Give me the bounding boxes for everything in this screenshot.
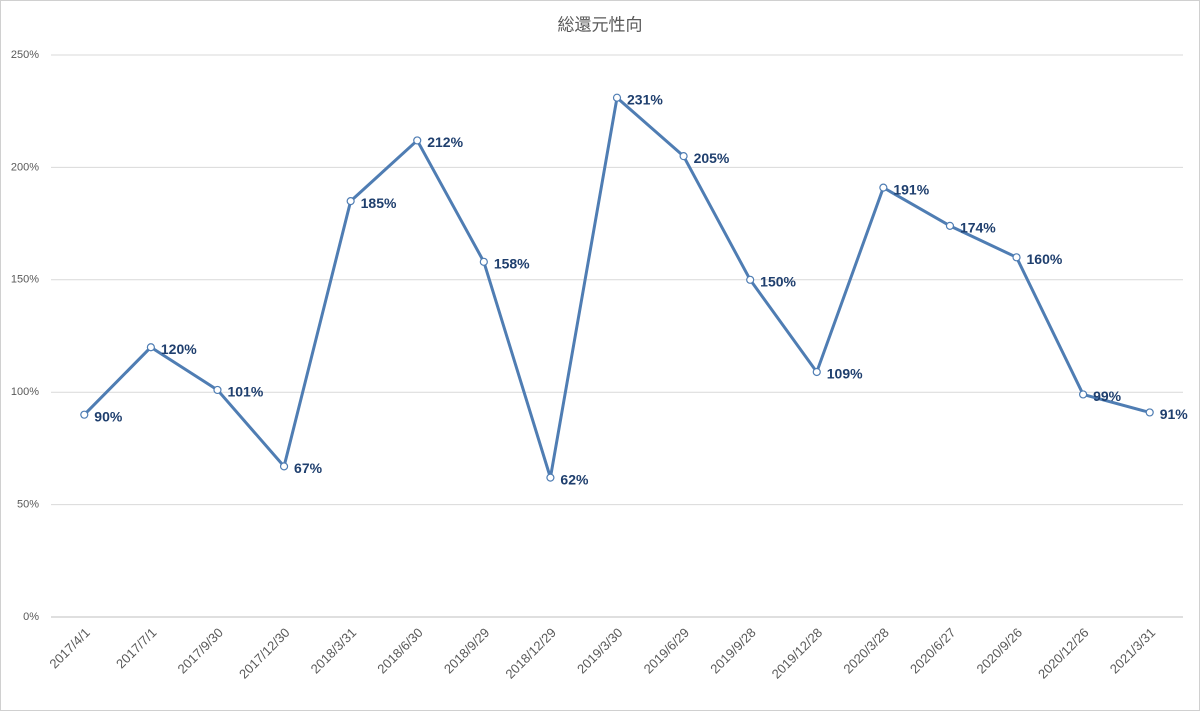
data-label: 109% — [827, 366, 863, 382]
data-label: 101% — [227, 384, 263, 400]
point — [1012, 253, 1021, 262]
data-label: 185% — [361, 195, 397, 211]
data-label: 62% — [560, 471, 589, 487]
point — [146, 343, 155, 352]
point — [479, 257, 488, 266]
data-label: 90% — [94, 408, 123, 424]
y-tick-label: 50% — [17, 499, 39, 511]
data-label: 91% — [1160, 406, 1189, 422]
point — [612, 93, 622, 102]
y-tick-label: 250% — [11, 49, 39, 61]
point — [546, 473, 555, 482]
point — [812, 367, 821, 377]
y-tick-label: 0% — [23, 611, 39, 623]
data-label: 67% — [294, 460, 323, 476]
point — [1079, 390, 1088, 399]
data-label: 205% — [694, 150, 730, 166]
point — [80, 410, 89, 419]
data-label: 150% — [760, 274, 796, 290]
point — [413, 136, 422, 145]
point — [279, 462, 289, 471]
y-tick-label: 150% — [11, 274, 39, 286]
point — [945, 221, 955, 230]
data-label: 160% — [1027, 251, 1063, 267]
data-label: 174% — [960, 220, 996, 236]
point — [746, 275, 755, 284]
data-label: 158% — [494, 256, 530, 272]
data-label: 212% — [427, 134, 463, 150]
point — [879, 183, 888, 192]
point — [1145, 408, 1154, 417]
data-label: 120% — [161, 341, 197, 357]
data-label: 99% — [1093, 388, 1122, 404]
data-label: 231% — [627, 91, 663, 107]
chart-title: 総還元性向 — [558, 15, 643, 34]
y-tick-label: 200% — [11, 161, 39, 173]
y-tick-label: 100% — [11, 386, 39, 398]
data-label: 191% — [893, 181, 929, 197]
point — [679, 152, 688, 161]
point — [213, 385, 222, 395]
point — [346, 197, 355, 206]
